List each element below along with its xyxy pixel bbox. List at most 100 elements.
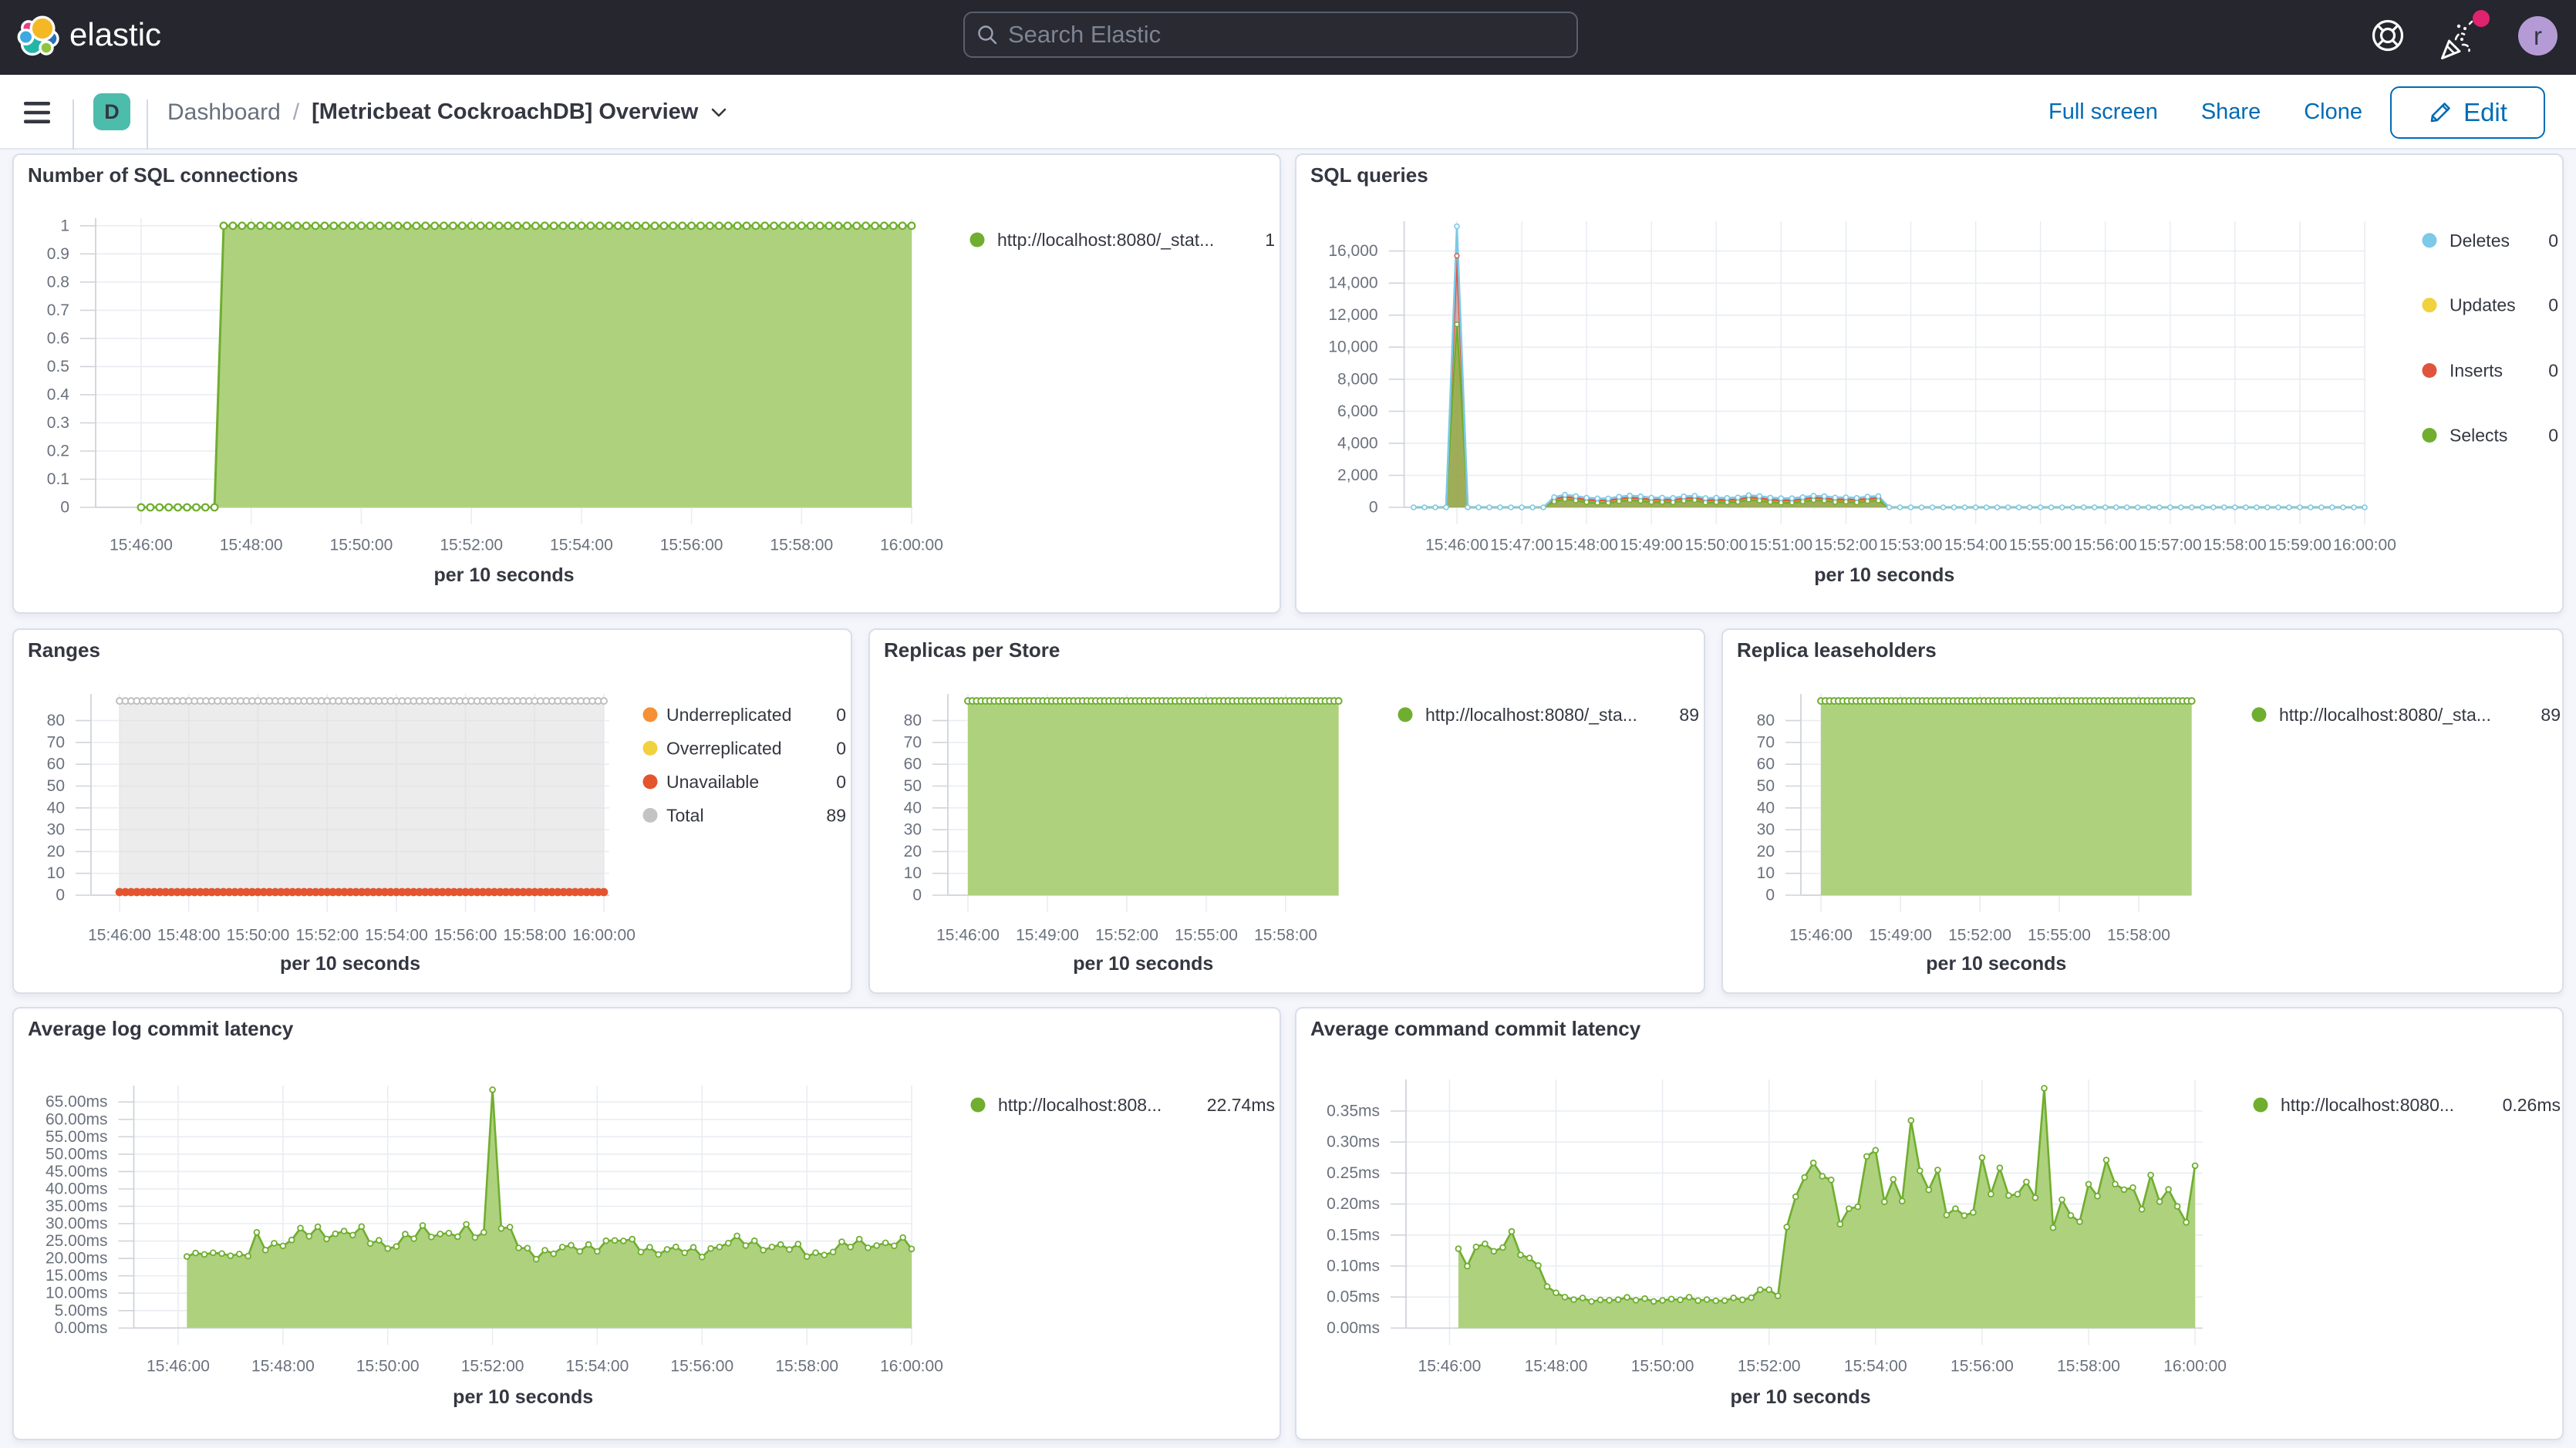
svg-text:0.25ms: 0.25ms	[1327, 1164, 1380, 1182]
svg-text:0.7: 0.7	[47, 301, 69, 319]
svg-text:14,000: 14,000	[1328, 274, 1377, 292]
svg-text:15:46:00: 15:46:00	[1418, 1358, 1482, 1376]
svg-text:15:46:00: 15:46:00	[88, 927, 151, 945]
svg-text:50: 50	[47, 777, 65, 795]
svg-text:10: 10	[904, 864, 922, 882]
svg-text:Deletes: Deletes	[2450, 231, 2510, 251]
svg-text:15:50:00: 15:50:00	[1631, 1358, 1694, 1376]
svg-text:89: 89	[826, 805, 846, 825]
svg-text:15:54:00: 15:54:00	[566, 1358, 629, 1376]
svg-text:15:55:00: 15:55:00	[1175, 927, 1238, 945]
svg-text:15:49:00: 15:49:00	[1620, 537, 1683, 554]
svg-text:15:50:00: 15:50:00	[227, 927, 290, 945]
svg-text:15:46:00: 15:46:00	[110, 537, 173, 554]
svg-text:55.00ms: 55.00ms	[46, 1128, 108, 1146]
svg-text:10,000: 10,000	[1328, 338, 1377, 356]
svg-text:per 10 seconds: per 10 seconds	[1730, 1386, 1870, 1408]
svg-text:0.1: 0.1	[47, 470, 69, 488]
svg-text:15:52:00: 15:52:00	[1738, 1358, 1801, 1376]
svg-text:80: 80	[47, 712, 65, 729]
svg-text:15:56:00: 15:56:00	[1951, 1358, 2014, 1376]
svg-text:0.05ms: 0.05ms	[1327, 1288, 1380, 1306]
svg-text:15:50:00: 15:50:00	[1684, 537, 1748, 554]
svg-text:15:52:00: 15:52:00	[1095, 927, 1158, 945]
svg-text:0.9: 0.9	[47, 245, 69, 263]
svg-text:Overreplicated: Overreplicated	[666, 738, 782, 758]
svg-text:0: 0	[836, 738, 846, 758]
svg-text:15:57:00: 15:57:00	[2139, 537, 2202, 554]
svg-text:16:00:00: 16:00:00	[880, 537, 943, 554]
svg-text:0.00ms: 0.00ms	[55, 1319, 108, 1337]
svg-text:0.00ms: 0.00ms	[1327, 1319, 1380, 1337]
svg-text:15:55:00: 15:55:00	[2009, 537, 2072, 554]
svg-text:Underreplicated: Underreplicated	[666, 705, 791, 725]
svg-text:http://localhost:8080/_sta...: http://localhost:8080/_sta...	[2279, 705, 2491, 725]
svg-text:0: 0	[1765, 887, 1775, 904]
svg-text:Unavailable: Unavailable	[666, 772, 759, 792]
svg-text:20.00ms: 20.00ms	[46, 1250, 108, 1268]
svg-text:10: 10	[1757, 864, 1775, 882]
svg-text:4,000: 4,000	[1337, 434, 1378, 452]
svg-text:89: 89	[1679, 705, 1699, 725]
svg-text:30: 30	[904, 821, 922, 839]
svg-text:15:58:00: 15:58:00	[1254, 927, 1317, 945]
svg-text:per 10 seconds: per 10 seconds	[1814, 564, 1954, 586]
svg-text:15:48:00: 15:48:00	[157, 927, 221, 945]
svg-text:0: 0	[2548, 231, 2558, 251]
svg-text:40: 40	[1757, 799, 1775, 817]
svg-text:15:56:00: 15:56:00	[660, 537, 723, 554]
svg-text:70: 70	[47, 733, 65, 751]
svg-text:0.5: 0.5	[47, 358, 69, 375]
svg-text:15:58:00: 15:58:00	[2107, 927, 2170, 945]
svg-text:10: 10	[47, 864, 65, 882]
svg-text:15:54:00: 15:54:00	[1844, 1358, 1907, 1376]
svg-text:0.8: 0.8	[47, 273, 69, 291]
svg-text:15:46:00: 15:46:00	[936, 927, 1000, 945]
svg-text:0: 0	[2548, 361, 2558, 381]
svg-text:15:58:00: 15:58:00	[2057, 1358, 2120, 1376]
svg-text:6,000: 6,000	[1337, 402, 1378, 420]
svg-text:15:56:00: 15:56:00	[670, 1358, 733, 1376]
svg-text:16,000: 16,000	[1328, 242, 1377, 260]
svg-text:http://localhost:8080...: http://localhost:8080...	[2281, 1095, 2454, 1115]
svg-text:15:48:00: 15:48:00	[251, 1358, 315, 1376]
svg-text:15:52:00: 15:52:00	[1948, 927, 2011, 945]
svg-text:15:48:00: 15:48:00	[1525, 1358, 1588, 1376]
svg-text:15:46:00: 15:46:00	[1425, 537, 1489, 554]
svg-text:0: 0	[56, 887, 65, 904]
svg-text:Updates: Updates	[2450, 295, 2516, 315]
svg-text:0.26ms: 0.26ms	[2503, 1095, 2561, 1115]
svg-text:15:46:00: 15:46:00	[147, 1358, 210, 1376]
svg-text:0: 0	[836, 772, 846, 792]
svg-text:15:48:00: 15:48:00	[220, 537, 283, 554]
svg-text:15:51:00: 15:51:00	[1749, 537, 1812, 554]
svg-text:1: 1	[1265, 230, 1275, 250]
svg-text:89: 89	[2541, 705, 2561, 725]
svg-text:0: 0	[2548, 295, 2558, 315]
svg-text:15:52:00: 15:52:00	[440, 537, 503, 554]
svg-text:30: 30	[47, 821, 65, 839]
svg-text:15:52:00: 15:52:00	[295, 927, 359, 945]
svg-text:50: 50	[1757, 777, 1775, 795]
svg-text:http://localhost:8080/_stat...: http://localhost:8080/_stat...	[997, 230, 1214, 250]
svg-text:per 10 seconds: per 10 seconds	[1926, 953, 2066, 975]
svg-text:per 10 seconds: per 10 seconds	[1073, 953, 1213, 975]
svg-text:20: 20	[47, 843, 65, 860]
svg-text:0: 0	[912, 887, 922, 904]
svg-text:0.35ms: 0.35ms	[1327, 1103, 1380, 1120]
svg-text:0.3: 0.3	[47, 414, 69, 432]
svg-text:15:49:00: 15:49:00	[1016, 927, 1079, 945]
svg-text:per 10 seconds: per 10 seconds	[280, 953, 420, 975]
svg-text:0: 0	[60, 499, 69, 517]
svg-text:0.4: 0.4	[47, 386, 70, 403]
svg-text:60: 60	[47, 756, 65, 773]
svg-text:15.00ms: 15.00ms	[46, 1267, 108, 1285]
svg-text:15:52:00: 15:52:00	[461, 1358, 524, 1376]
svg-text:0.2: 0.2	[47, 443, 69, 460]
svg-text:http://localhost:808...: http://localhost:808...	[998, 1095, 1162, 1115]
svg-text:70: 70	[1757, 733, 1775, 751]
svg-text:12,000: 12,000	[1328, 306, 1377, 324]
svg-text:0.10ms: 0.10ms	[1327, 1258, 1380, 1275]
svg-text:15:58:00: 15:58:00	[2203, 537, 2267, 554]
svg-text:15:56:00: 15:56:00	[2074, 537, 2137, 554]
